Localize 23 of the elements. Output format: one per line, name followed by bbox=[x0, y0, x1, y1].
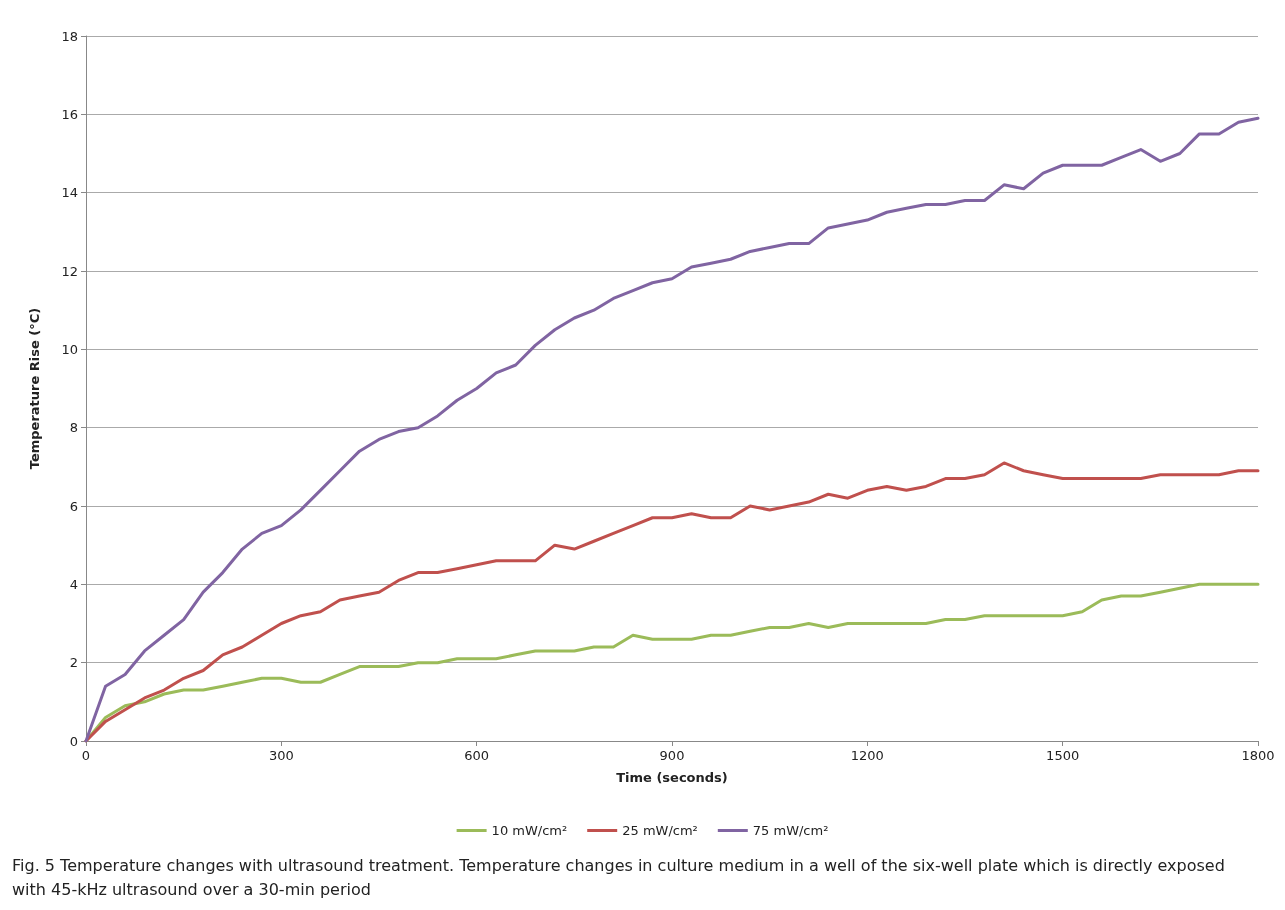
y-tick-label: 2 bbox=[69, 655, 78, 671]
x-tick-label: 300 bbox=[268, 748, 294, 763]
y-tick-label: 12 bbox=[61, 263, 78, 279]
y-tick-label: 16 bbox=[61, 106, 78, 122]
y-tick-label: 18 bbox=[61, 28, 78, 44]
x-tick-label: 600 bbox=[464, 748, 490, 763]
legend-label: 75 mW/cm² bbox=[752, 823, 829, 838]
caption: Fig. 5 Temperature changes with ultrasound treatment. Temperature changes in culture medium in a well of the six-well plate which is directly exposed with 45-kHz ultrasound over a 30-min period bbox=[12, 855, 1226, 901]
y-axis-title: Temperature Rise (°C) bbox=[27, 307, 42, 470]
y-tick-label: 10 bbox=[61, 341, 78, 357]
y-tick-label: 14 bbox=[61, 185, 78, 201]
x-axis-title: Time (seconds) bbox=[616, 770, 728, 785]
y-tick-label: 0 bbox=[69, 733, 78, 749]
legend-label: 10 mW/cm² bbox=[491, 823, 568, 838]
y-tick-label: 4 bbox=[69, 576, 78, 592]
x-tick-label: 1200 bbox=[850, 748, 884, 763]
legend-label: 25 mW/cm² bbox=[622, 823, 698, 838]
y-tick-label: 6 bbox=[69, 498, 78, 514]
y-tick-label: 8 bbox=[69, 420, 78, 436]
x-tick-label: 0 bbox=[81, 748, 91, 763]
x-tick-label: 1500 bbox=[1046, 748, 1080, 763]
x-tick-label: 1800 bbox=[1241, 748, 1275, 763]
x-tick-label: 900 bbox=[659, 748, 685, 763]
